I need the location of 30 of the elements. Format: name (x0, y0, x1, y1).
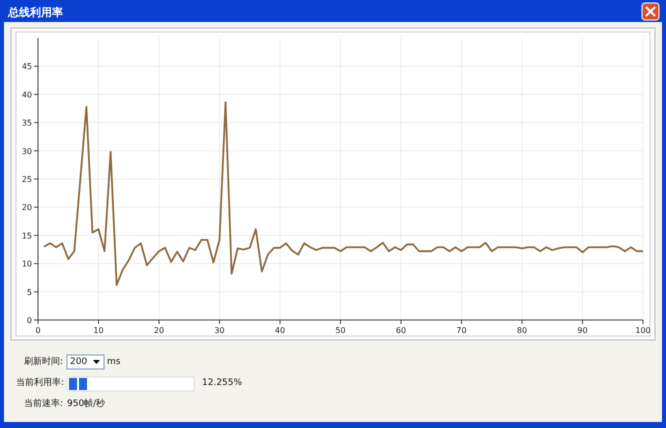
x-tick-label: 30 (214, 326, 225, 335)
text: 950帧/秒 (67, 398, 106, 409)
y-tick-label: 10 (22, 260, 32, 269)
y-tick-label: 20 (22, 203, 32, 212)
text: 200 (70, 357, 88, 367)
y-tick-label: 0 (26, 316, 32, 325)
y-tick-label: 25 (22, 175, 32, 184)
x-tick-label: 10 (93, 326, 104, 335)
y-tick-label: 5 (26, 288, 32, 297)
x-tick-label: 90 (577, 326, 588, 335)
x-tick-label: 20 (154, 326, 164, 335)
x-tick-label: 100 (635, 326, 651, 335)
y-tick-label: 35 (22, 118, 32, 128)
text: 当前速率: (24, 398, 64, 409)
x-tick-label: 80 (516, 326, 528, 335)
y-tick-label: 45 (22, 62, 32, 72)
line-series (43, 101, 644, 286)
x-tick-label: 50 (335, 326, 346, 335)
chart-title: 总线利用率 (7, 6, 63, 19)
x-tick-label: 60 (396, 326, 406, 335)
text: 刷新时间: (24, 356, 64, 367)
text: 当前利用率: (16, 377, 64, 388)
y-tick-label: 15 (22, 231, 32, 240)
text: ms (107, 357, 121, 367)
x-tick-label: 40 (274, 326, 286, 335)
text: 12.255% (202, 378, 242, 388)
y-tick-label: 40 (22, 90, 32, 100)
x-tick-label: 70 (456, 326, 467, 335)
y-tick-label: 30 (22, 146, 32, 156)
x-tick-label: 0 (35, 326, 41, 335)
